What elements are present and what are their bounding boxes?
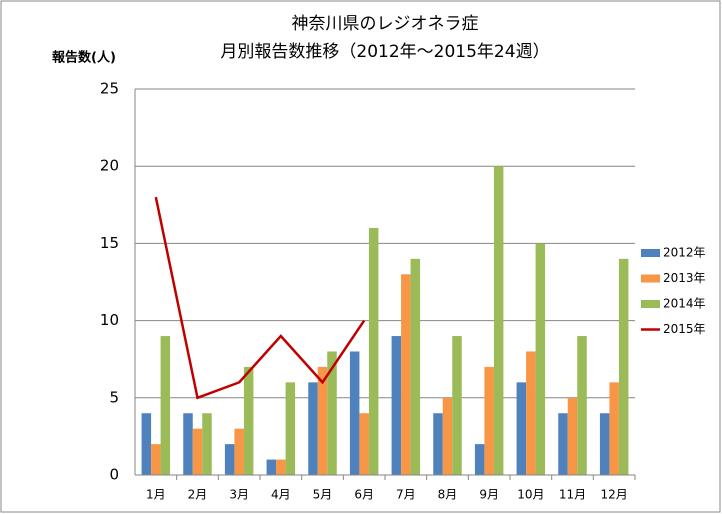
bar bbox=[401, 274, 411, 475]
bar bbox=[276, 459, 286, 475]
legend-swatch bbox=[641, 249, 660, 257]
bar bbox=[151, 444, 161, 475]
bar bbox=[391, 336, 402, 475]
x-tick-label: 1月 bbox=[146, 488, 166, 502]
bar bbox=[599, 413, 610, 475]
bar bbox=[183, 413, 193, 475]
y-tick-label: 25 bbox=[100, 80, 119, 98]
bar bbox=[243, 366, 254, 475]
bar bbox=[349, 351, 360, 475]
line bbox=[154, 196, 366, 400]
bar bbox=[609, 382, 619, 475]
x-tick-label: 8月 bbox=[438, 488, 458, 502]
bar bbox=[160, 336, 171, 475]
bar bbox=[266, 459, 277, 475]
chart-title: 神奈川県のレジオネラ症 bbox=[292, 14, 479, 34]
x-tick-label: 10月 bbox=[517, 488, 544, 502]
bar bbox=[202, 413, 212, 475]
bar bbox=[618, 258, 629, 475]
legend-swatch bbox=[641, 300, 660, 308]
bar bbox=[234, 428, 244, 475]
bar bbox=[558, 413, 568, 475]
bar bbox=[493, 166, 504, 475]
bar bbox=[192, 428, 203, 475]
y-tick-label: 5 bbox=[109, 388, 119, 406]
x-tick-label: 2月 bbox=[188, 488, 208, 502]
bar bbox=[327, 351, 337, 475]
bar bbox=[516, 382, 527, 475]
bar bbox=[474, 444, 485, 475]
x-tick-label: 9月 bbox=[479, 488, 499, 502]
bar bbox=[577, 336, 587, 475]
bar bbox=[535, 243, 546, 475]
bar bbox=[433, 413, 443, 475]
bar bbox=[359, 413, 369, 475]
y-tick-label: 15 bbox=[100, 234, 119, 252]
y-tick-label: 20 bbox=[100, 157, 119, 175]
bar bbox=[308, 382, 318, 475]
y-tick-label: 10 bbox=[100, 311, 119, 329]
x-tick-label: 12月 bbox=[601, 488, 628, 502]
bar bbox=[452, 336, 462, 475]
bar bbox=[285, 382, 296, 475]
y-axis-label: 報告数(人) bbox=[52, 50, 116, 66]
x-tick-label: 6月 bbox=[354, 488, 374, 502]
legend-label: 2014年 bbox=[663, 297, 706, 311]
legend-swatch bbox=[641, 274, 660, 283]
x-tick-label: 11月 bbox=[559, 488, 586, 502]
bar bbox=[526, 351, 536, 475]
bar bbox=[410, 258, 421, 475]
legend-label: 2012年 bbox=[663, 246, 706, 260]
bar bbox=[567, 397, 578, 475]
bar bbox=[484, 366, 494, 475]
bar bbox=[368, 227, 379, 475]
chart-subtitle: 月別報告数推移（2012年～2015年24週） bbox=[220, 42, 549, 62]
y-tick-label: 0 bbox=[109, 466, 119, 484]
x-tick-label: 3月 bbox=[229, 488, 249, 502]
legend-label: 2013年 bbox=[663, 271, 706, 285]
bar bbox=[442, 397, 453, 475]
legend-label: 2015年 bbox=[663, 322, 706, 336]
x-tick-label: 5月 bbox=[313, 488, 333, 502]
bar bbox=[141, 413, 152, 475]
bar bbox=[317, 366, 328, 475]
bar bbox=[224, 444, 235, 475]
x-tick-label: 7月 bbox=[396, 488, 416, 502]
x-tick-label: 4月 bbox=[271, 488, 291, 502]
